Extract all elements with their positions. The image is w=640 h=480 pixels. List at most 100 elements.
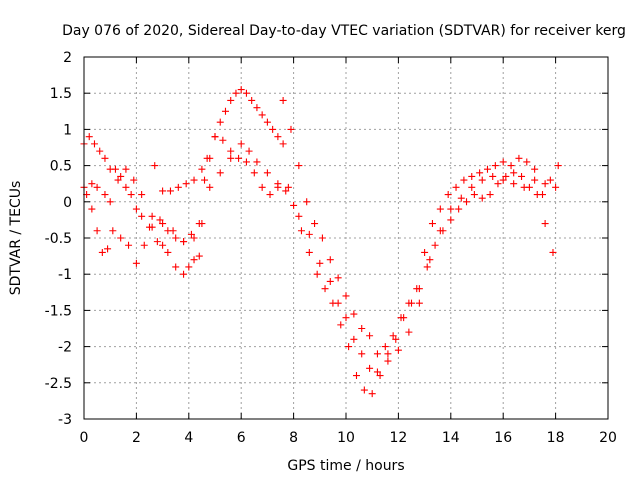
data-point [373,368,381,376]
data-point [316,259,324,267]
data-point [159,241,167,249]
data-point [499,158,507,166]
data-point [284,183,292,191]
data-point [101,154,109,162]
data-point [384,350,392,358]
data-point [486,191,494,199]
data-point [274,183,282,191]
data-point [295,162,303,170]
data-point [219,136,227,144]
data-point [350,335,358,343]
x-tick-label: 0 [80,430,89,446]
data-point [258,183,266,191]
data-point [253,104,261,112]
data-point [499,176,507,184]
data-point [478,194,486,202]
data-point [132,205,140,213]
data-point [106,198,114,206]
data-point [470,191,478,199]
data-point [455,205,463,213]
data-point [549,248,557,256]
data-point [494,180,502,188]
data-point [478,176,486,184]
data-point [431,241,439,249]
data-point [476,169,484,177]
data-point [127,191,135,199]
y-tick-label: 0.5 [50,159,72,175]
data-point [413,285,421,293]
data-point [447,216,455,224]
data-point [326,256,334,264]
data-point [166,187,174,195]
data-point [274,133,282,141]
data-point [190,256,198,264]
data-point [397,314,405,322]
data-point [463,198,471,206]
data-point [269,125,277,133]
data-point [368,390,376,398]
data-point [232,89,240,97]
grid [84,57,608,419]
data-point [245,147,253,155]
data-point [305,230,313,238]
data-point [468,172,476,180]
data-point [138,212,146,220]
data-point [138,191,146,199]
data-point [421,248,429,256]
data-point [148,223,156,231]
y-tick-labels: -3 -2.5 -2 -1.5 -1 -0.5 0 0.5 1 1.5 2 [45,50,72,428]
x-tick-label: 16 [494,430,512,446]
data-point [182,180,190,188]
data-point [93,227,101,235]
data-point [151,162,159,170]
data-point [235,154,243,162]
data-point [525,183,533,191]
data-point [439,227,447,235]
data-point [326,277,334,285]
data-point [237,86,245,94]
y-tick-label: -1 [58,267,72,283]
data-point [360,386,368,394]
x-axis-title: GPS time / hours [287,458,404,474]
data-point [552,183,560,191]
x-tick-labels: 0 2 4 6 8 10 12 14 16 18 20 [80,430,617,446]
data-point [394,346,402,354]
data-point [518,172,526,180]
data-point [266,191,274,199]
data-point [159,220,167,228]
data-point [295,212,303,220]
data-point [436,205,444,213]
data-point [384,357,392,365]
y-tick-label: 1 [63,122,72,138]
data-point [104,245,112,253]
data-point [242,89,250,97]
data-point [405,328,413,336]
data-point [174,183,182,191]
data-point [510,180,518,188]
data-point [483,165,491,173]
data-point [423,263,431,271]
data-point [358,350,366,358]
axis-ticks [83,56,609,420]
data-point [468,183,476,191]
data-point [358,325,366,332]
data-point [491,162,499,170]
data-point [130,176,138,184]
data-point [426,256,434,264]
data-point [88,180,96,188]
data-point [109,227,117,235]
data-point [531,176,539,184]
data-point [164,248,172,256]
x-tick-label: 20 [599,430,617,446]
y-axis-title: SDTVAR / TECUs [8,181,24,296]
data-point [88,205,96,213]
data-point [190,234,198,242]
data-point [85,133,93,141]
data-point [303,198,311,206]
data-point [180,270,188,278]
data-point [279,140,287,148]
x-tick-label: 2 [132,430,141,446]
data-point [531,165,539,173]
data-point [342,314,350,322]
data-point [290,201,298,209]
